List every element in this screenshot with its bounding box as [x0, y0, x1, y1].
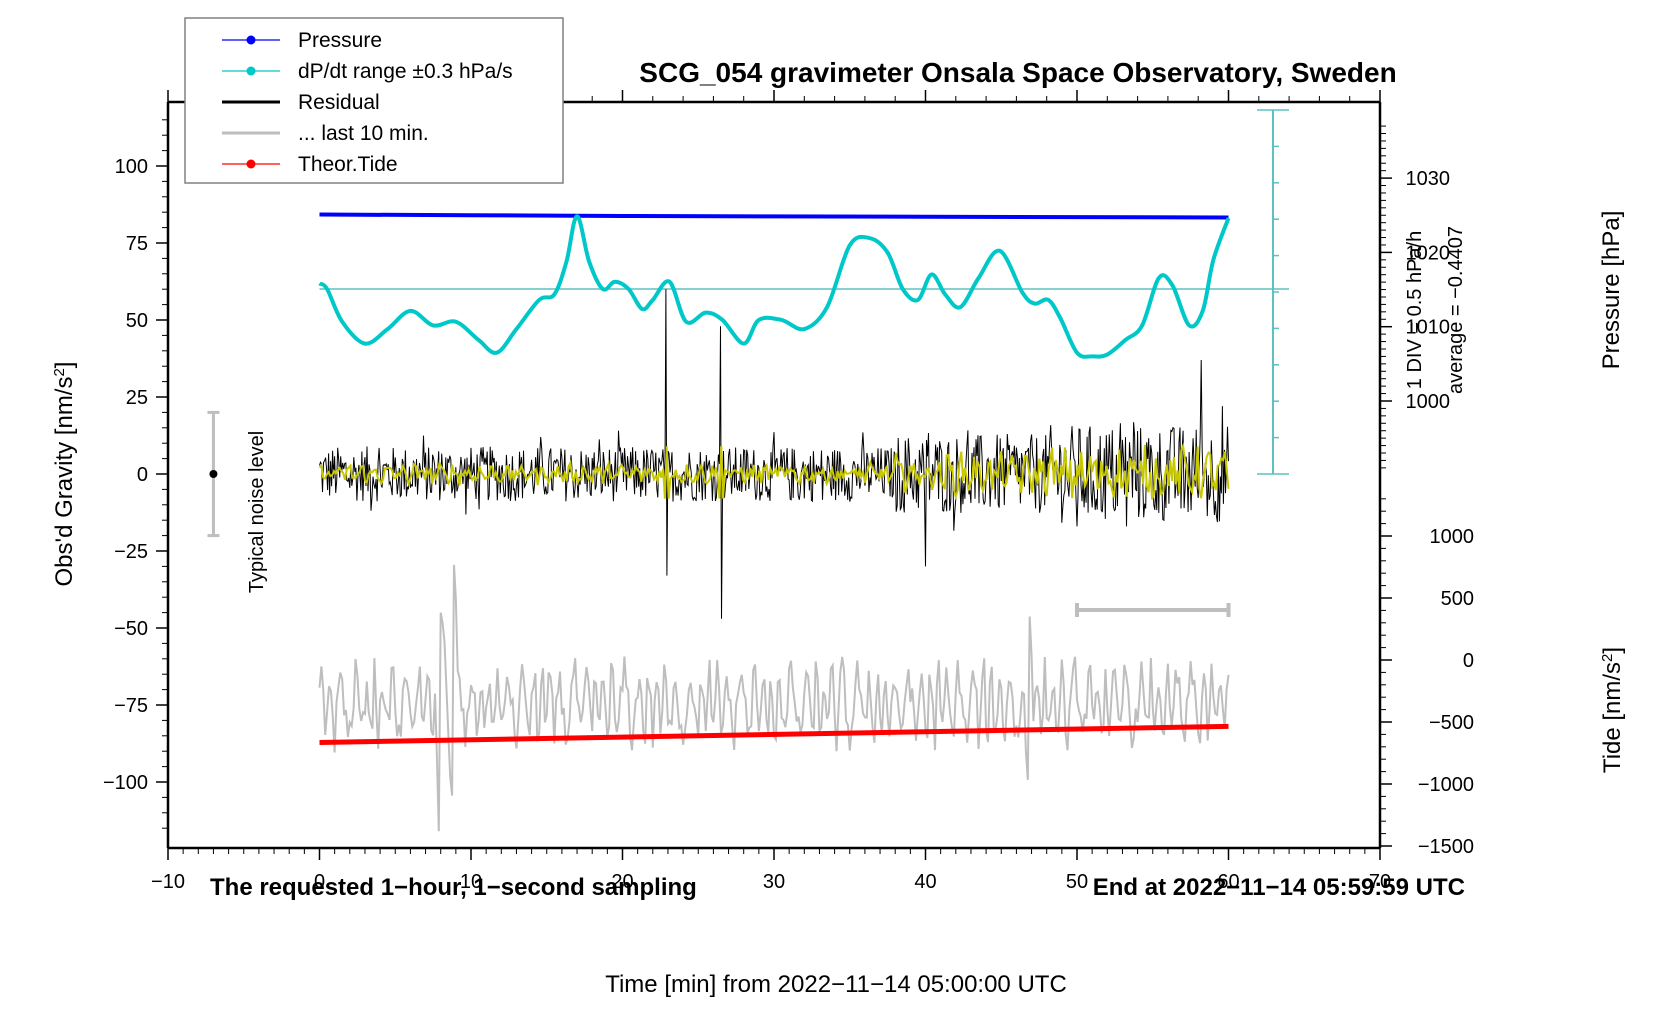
y-tick-label-left: −75 — [114, 695, 148, 717]
pressure-tick-label: 1010 — [1406, 317, 1451, 339]
legend: Pressure dP/dt range ±0.3 hPa/s Residual..… — [184, 17, 564, 184]
dpdt-scale-label: 1 DIV = 0.5 hPa/h — [1404, 231, 1426, 389]
noise-level-label: Typical noise level — [246, 431, 268, 593]
y-tick-label-left: −50 — [114, 618, 148, 640]
superscript: 2 — [51, 368, 68, 376]
legend-label: Residual — [298, 91, 380, 114]
tide-tick-label: −1500 — [1418, 836, 1474, 858]
pressure-tick-label: 1030 — [1406, 168, 1451, 190]
x-tick-label: 50 — [1066, 871, 1088, 893]
annotation-sampling: The requested 1−hour, 1−second sampling — [210, 874, 697, 901]
series-layer — [207, 212, 1289, 832]
y-axis-title-pressure: Pressure [hPa] — [1598, 211, 1625, 370]
y-tick-label-left: 25 — [126, 387, 148, 409]
chart-title: SCG_054 gravimeter Onsala Space Observat… — [639, 57, 1396, 88]
legend-label: Pressure — [298, 29, 382, 52]
y-axis-title-left: Obs'd Gravity [nm/s2] — [51, 362, 79, 587]
y-tick-label-left: 0 — [137, 464, 148, 486]
y-tick-label-left: 100 — [115, 156, 148, 178]
x-tick-label: 20 — [611, 871, 633, 893]
legend-swatch-dot — [246, 159, 256, 169]
legend-swatch-dot — [246, 66, 256, 76]
axes-layer: −10 0 10 20 30 40 50 60 701007550250−25−50−75−10… — [103, 90, 1474, 893]
x-tick-label: −10 — [151, 871, 185, 893]
tide-tick-label: 0 — [1463, 650, 1474, 672]
tide-tick-label: 1000 — [1430, 526, 1475, 548]
legend-swatch-dot — [246, 35, 256, 45]
y-tick-label-left: −25 — [114, 541, 148, 563]
legend-label: ... last 10 min. — [298, 122, 429, 145]
x-tick-label: 10 — [460, 871, 482, 893]
tide-tick-label: 500 — [1441, 588, 1474, 610]
ylabel-end: ] — [1599, 647, 1626, 654]
series-pressure-line — [319, 212, 1229, 220]
x-tick-label: 40 — [914, 871, 936, 893]
x-tick-label: 70 — [1369, 871, 1391, 893]
series-residual-smoothed-line — [318, 442, 1230, 501]
y-tick-label-left: 75 — [126, 233, 148, 255]
series-tide-line — [319, 723, 1229, 745]
tide-tick-label: −1000 — [1418, 774, 1474, 796]
x-tick-label: 0 — [314, 871, 325, 893]
x-tick-label: 30 — [763, 871, 785, 893]
dpdt-average-label: average = −0.4407 — [1445, 226, 1467, 394]
x-axis-title: Time [min] from 2022−11−14 05:00:00 UTC — [605, 971, 1067, 998]
series-dpdt-line — [318, 214, 1231, 359]
noise-bar-center-dot — [209, 470, 218, 478]
x-tick-label: 60 — [1217, 871, 1239, 893]
series-residual-line — [319, 289, 1229, 619]
series-last10-line — [318, 564, 1230, 832]
superscript: 2 — [1599, 654, 1616, 662]
ylabel-end: ] — [51, 362, 78, 369]
pressure-tick-label: 1020 — [1406, 242, 1451, 264]
legend-label: dP/dt range ±0.3 hPa/s — [298, 60, 513, 83]
y-tick-label-left: −100 — [103, 772, 148, 794]
tide-tick-label: −500 — [1429, 712, 1474, 734]
annotation-end-time: End at 2022−11−14 05:59:59 UTC — [1093, 874, 1465, 901]
y-tick-label-left: 50 — [126, 310, 148, 332]
pressure-tick-label: 1000 — [1406, 391, 1451, 413]
y-axis-title-tide: Tide [nm/s2] — [1599, 647, 1627, 773]
legend-label: Theor.Tide — [298, 153, 398, 176]
